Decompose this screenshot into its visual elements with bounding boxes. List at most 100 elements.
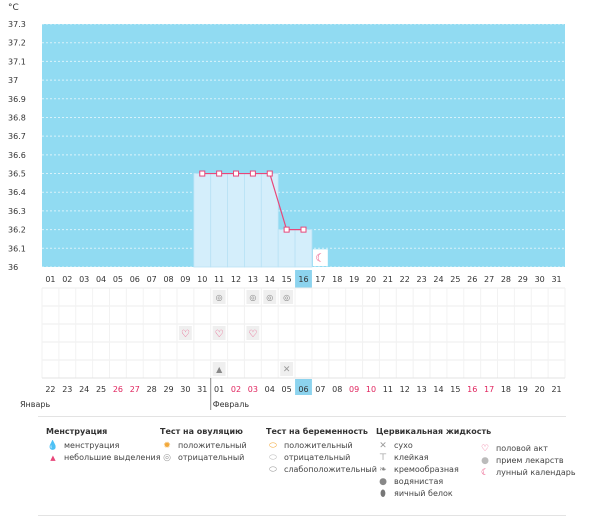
date-label: 19 <box>518 385 528 394</box>
legend-item: 💧 менструация <box>46 440 161 452</box>
cycle-day-label: 16 <box>298 275 308 284</box>
creamy-icon: ❧ <box>379 465 387 475</box>
pill-icon: ● <box>481 456 489 466</box>
heart-icon: ♡ <box>181 329 190 340</box>
event-cell <box>280 362 294 376</box>
date-label: 26 <box>113 385 123 394</box>
legend-title: Тест на овуляцию <box>160 427 243 436</box>
blood-drop-icon: 💧 <box>47 441 59 451</box>
date-label: 07 <box>315 385 325 394</box>
y-tick-label: 37.3 <box>8 20 26 29</box>
legend-label: менструация <box>64 441 120 450</box>
date-label: 16 <box>467 385 477 394</box>
cycle-day-label: 01 <box>45 275 55 284</box>
cycle-day-label: 18 <box>332 275 342 284</box>
date-label: 22 <box>45 385 55 394</box>
temperature-column <box>227 173 245 268</box>
date-label: 10 <box>366 385 376 394</box>
temperature-point <box>199 170 206 177</box>
event-cell <box>246 326 260 340</box>
legend-item: ⬭ слабоположительный <box>266 464 377 476</box>
y-tick-label: 36.2 <box>8 226 26 235</box>
date-label: 09 <box>349 385 359 394</box>
plot-area <box>42 24 565 267</box>
legend-ovulation: Тест на овуляцию ✹ положительный ◎ отрицат… <box>160 427 247 464</box>
legend-item: ⊤ клейкая <box>376 452 491 464</box>
small-drop-icon: ▲ <box>216 365 223 374</box>
date-label: 20 <box>535 385 545 394</box>
legend-title: Тест на беременность <box>266 427 368 436</box>
legend-item: ● прием лекарств <box>478 455 576 467</box>
y-axis-unit: °C <box>8 3 19 13</box>
ovulation-negative-icon: ◎ <box>266 293 273 302</box>
cycle-day-label: 08 <box>163 275 173 284</box>
legend-label: положительный <box>178 441 247 450</box>
legend-item: ◎ отрицательный <box>160 452 247 464</box>
cycle-day-label: 22 <box>400 275 410 284</box>
date-label: 31 <box>197 385 207 394</box>
date-label: 06 <box>298 385 308 394</box>
y-tick-label: 36.5 <box>8 170 26 179</box>
cycle-day-label: 04 <box>96 275 106 284</box>
legend-cervical: Цервикальная жидкость ✕ сухо ⊤ клейкая ❧ кр… <box>376 427 491 500</box>
egg-white-icon: ⬮ <box>380 489 386 499</box>
cycle-day-label: 13 <box>248 275 258 284</box>
pregnancy-positive-icon: ⬭ <box>269 441 277 451</box>
legend-label: прием лекарств <box>496 456 564 465</box>
pregnancy-weak-icon: ⬭ <box>269 465 277 475</box>
event-cell <box>246 290 260 304</box>
legend-item: ❧ кремообразная <box>376 464 491 476</box>
date-label: 29 <box>163 385 173 394</box>
cycle-day-label: 29 <box>518 275 528 284</box>
temperature-column <box>193 173 212 268</box>
date-label: 04 <box>265 385 275 394</box>
month-label: Январь <box>20 400 50 409</box>
legend-item: ✕ сухо <box>376 440 491 452</box>
temperature-point <box>266 170 273 177</box>
date-label: 03 <box>248 385 258 394</box>
legend-label: водянистая <box>394 477 444 486</box>
legend-item: ☾ лунный календарь <box>478 467 576 479</box>
temperature-column <box>277 229 296 268</box>
y-tick-label: 37.1 <box>8 57 26 66</box>
date-label: 28 <box>147 385 157 394</box>
date-label: 08 <box>332 385 342 394</box>
small-drop-icon: ▲ <box>50 454 56 462</box>
dry-icon: ✕ <box>379 441 387 451</box>
legend-item: ● водянистая <box>376 476 491 488</box>
cycle-day-label: 05 <box>113 275 123 284</box>
cycle-day-label: 15 <box>282 275 292 284</box>
event-cell <box>178 326 192 340</box>
cycle-day-label: 03 <box>79 275 89 284</box>
y-tick-label: 36.3 <box>8 207 26 216</box>
moon-cell <box>312 249 328 266</box>
cycle-day-label: 07 <box>147 275 157 284</box>
legend-label: положительный <box>284 441 353 450</box>
y-tick-label: 36.4 <box>8 188 26 197</box>
date-label: 01 <box>214 385 224 394</box>
cycle-day-label: 14 <box>265 275 275 284</box>
cycle-day-label: 02 <box>62 275 72 284</box>
cycle-day-label: 28 <box>501 275 511 284</box>
pregnancy-negative-icon: ⬭ <box>269 453 277 463</box>
date-label: 14 <box>433 385 443 394</box>
event-cell <box>212 362 226 376</box>
cycle-day-label: 31 <box>551 275 561 284</box>
cycle-day-label: 17 <box>315 275 325 284</box>
cycle-day-label: 24 <box>433 275 443 284</box>
date-label: 05 <box>282 385 292 394</box>
legend-label: яичный белок <box>394 489 453 498</box>
date-label: 23 <box>62 385 72 394</box>
event-cell <box>263 290 277 304</box>
watery-icon: ● <box>379 477 387 487</box>
y-tick-label: 36.6 <box>8 151 26 160</box>
date-label: 27 <box>130 385 140 394</box>
event-cell <box>212 290 226 304</box>
y-tick-label: 36.7 <box>8 132 26 141</box>
legend-item: ✹ положительный <box>160 440 247 452</box>
temperature-column <box>210 173 228 268</box>
date-label: 18 <box>501 385 511 394</box>
cycle-day-label: 25 <box>450 275 460 284</box>
date-label: 25 <box>96 385 106 394</box>
y-tick-label: 37 <box>8 76 18 85</box>
